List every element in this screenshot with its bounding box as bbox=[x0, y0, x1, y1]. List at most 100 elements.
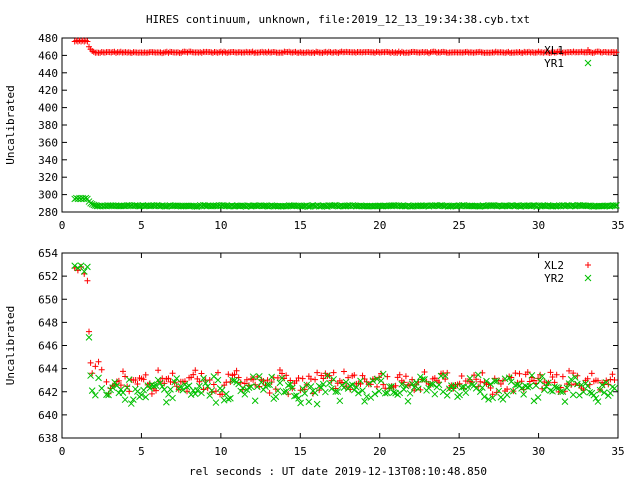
data-point-x-179 bbox=[450, 385, 457, 393]
data-point-plus-183 bbox=[458, 373, 465, 380]
data-point-plus-7 bbox=[89, 370, 96, 377]
data-point-plus-126 bbox=[340, 368, 347, 375]
data-point-x-110 bbox=[307, 383, 315, 390]
data-point-plus-116 bbox=[320, 375, 327, 382]
data-point-x-247 bbox=[590, 391, 598, 399]
data-point-plus-56 bbox=[196, 378, 203, 385]
y-tick-label: 646 bbox=[38, 340, 58, 353]
y-tick-label: 440 bbox=[38, 67, 58, 80]
data-point-x-140 bbox=[369, 377, 377, 385]
y-axis-label-1: Uncalibrated bbox=[4, 85, 17, 164]
x-tick-label: 15 bbox=[294, 219, 307, 232]
data-point-plus-282 bbox=[519, 49, 526, 56]
data-point-x-159 bbox=[408, 380, 416, 388]
data-point-plus-67 bbox=[219, 391, 226, 398]
data-point-plus-314 bbox=[570, 48, 577, 55]
x-axis-label: rel seconds : UT date 2019-12-13T08:10:4… bbox=[189, 465, 487, 478]
data-point-x-44 bbox=[171, 378, 178, 386]
data-point-x-55 bbox=[193, 387, 201, 394]
data-point-x-172 bbox=[435, 381, 443, 389]
data-point-plus-121 bbox=[330, 369, 337, 376]
data-point-x-59 bbox=[202, 379, 209, 387]
data-point-plus-135 bbox=[359, 372, 366, 379]
y-tick-label: 320 bbox=[38, 171, 58, 184]
y-tick-label: 400 bbox=[38, 102, 58, 115]
data-point-x-206 bbox=[505, 374, 513, 382]
data-point-plus-327 bbox=[591, 49, 598, 56]
data-point-plus-198 bbox=[489, 391, 496, 398]
data-point-x-9 bbox=[95, 374, 102, 382]
data-point-x-183 bbox=[458, 384, 466, 391]
data-point-x-148 bbox=[386, 383, 393, 391]
data-point-plus-4 bbox=[84, 277, 91, 284]
data-point-plus-256 bbox=[609, 371, 616, 378]
data-point-plus-54 bbox=[192, 367, 199, 374]
data-point-x-104 bbox=[295, 395, 302, 402]
data-point-x-85 bbox=[255, 373, 263, 380]
data-point-plus-70 bbox=[225, 371, 232, 378]
data-point-x-87 bbox=[260, 386, 267, 393]
data-point-plus-292 bbox=[535, 48, 542, 55]
y-tick-label: 642 bbox=[38, 386, 58, 399]
data-point-plus-228 bbox=[551, 379, 558, 386]
y-tick-label: 380 bbox=[38, 119, 58, 132]
data-point-plus-73 bbox=[231, 371, 238, 378]
data-point-x-138 bbox=[365, 380, 373, 388]
data-point-plus-65 bbox=[214, 369, 221, 376]
data-point-plus-36 bbox=[155, 367, 162, 374]
data-point-plus-223 bbox=[425, 50, 432, 57]
data-point-x-160 bbox=[325, 202, 333, 209]
data-point-plus-25 bbox=[132, 377, 139, 384]
data-point-plus-134 bbox=[357, 380, 364, 387]
x-tick-label: 30 bbox=[532, 445, 545, 458]
data-point-x-231 bbox=[557, 388, 565, 395]
data-point-x-155 bbox=[400, 386, 408, 393]
data-point-x-185 bbox=[462, 389, 470, 397]
data-point-x-239 bbox=[573, 380, 581, 388]
data-point-x-250 bbox=[596, 386, 604, 394]
data-point-x-37 bbox=[156, 379, 164, 387]
x-tick-label: 5 bbox=[138, 219, 145, 232]
legend-label-xl2: XL2 bbox=[544, 259, 564, 272]
data-point-x-89 bbox=[264, 381, 271, 389]
x-tick-label: 35 bbox=[611, 219, 624, 232]
data-point-x-212 bbox=[518, 384, 525, 392]
data-point-plus-175 bbox=[442, 376, 449, 383]
data-point-x-10 bbox=[98, 384, 106, 392]
data-point-x-236 bbox=[567, 376, 575, 383]
y-tick-label: 280 bbox=[38, 206, 58, 219]
y-tick-label: 460 bbox=[38, 49, 58, 62]
data-point-x-248 bbox=[592, 394, 600, 402]
data-point-plus-21 bbox=[124, 383, 131, 390]
data-point-plus-115 bbox=[318, 372, 325, 379]
data-point-plus-79 bbox=[243, 376, 250, 383]
data-point-x-228 bbox=[551, 383, 558, 391]
data-point-x-91 bbox=[268, 373, 276, 381]
data-point-x-186 bbox=[464, 383, 472, 391]
data-point-x-102 bbox=[291, 392, 298, 400]
data-point-x-238 bbox=[571, 374, 579, 381]
x-tick-label: 35 bbox=[611, 445, 624, 458]
data-point-x-6 bbox=[80, 195, 88, 203]
data-point-plus-7 bbox=[82, 37, 89, 44]
data-point-x-198 bbox=[489, 394, 497, 402]
y-tick-label: 480 bbox=[38, 32, 58, 45]
data-point-plus-202 bbox=[392, 49, 399, 56]
data-point-plus-8 bbox=[84, 38, 91, 45]
data-point-plus-273 bbox=[505, 48, 512, 55]
data-point-x-201 bbox=[495, 387, 503, 395]
data-point-x-145 bbox=[379, 370, 387, 378]
data-point-plus-151 bbox=[392, 382, 399, 389]
data-point-plus-96 bbox=[224, 49, 231, 56]
data-point-x-165 bbox=[421, 376, 428, 383]
legend-label-yr1: YR1 bbox=[544, 57, 564, 70]
data-point-plus-112 bbox=[312, 376, 319, 383]
data-point-plus-131 bbox=[279, 49, 286, 56]
data-point-x-7 bbox=[88, 387, 96, 394]
data-point-x-116 bbox=[319, 380, 327, 388]
y-tick-label: 650 bbox=[38, 293, 58, 306]
data-point-x-98 bbox=[227, 202, 234, 210]
data-point-x-70 bbox=[224, 395, 232, 403]
legend-label-yr2: YR2 bbox=[544, 272, 564, 285]
